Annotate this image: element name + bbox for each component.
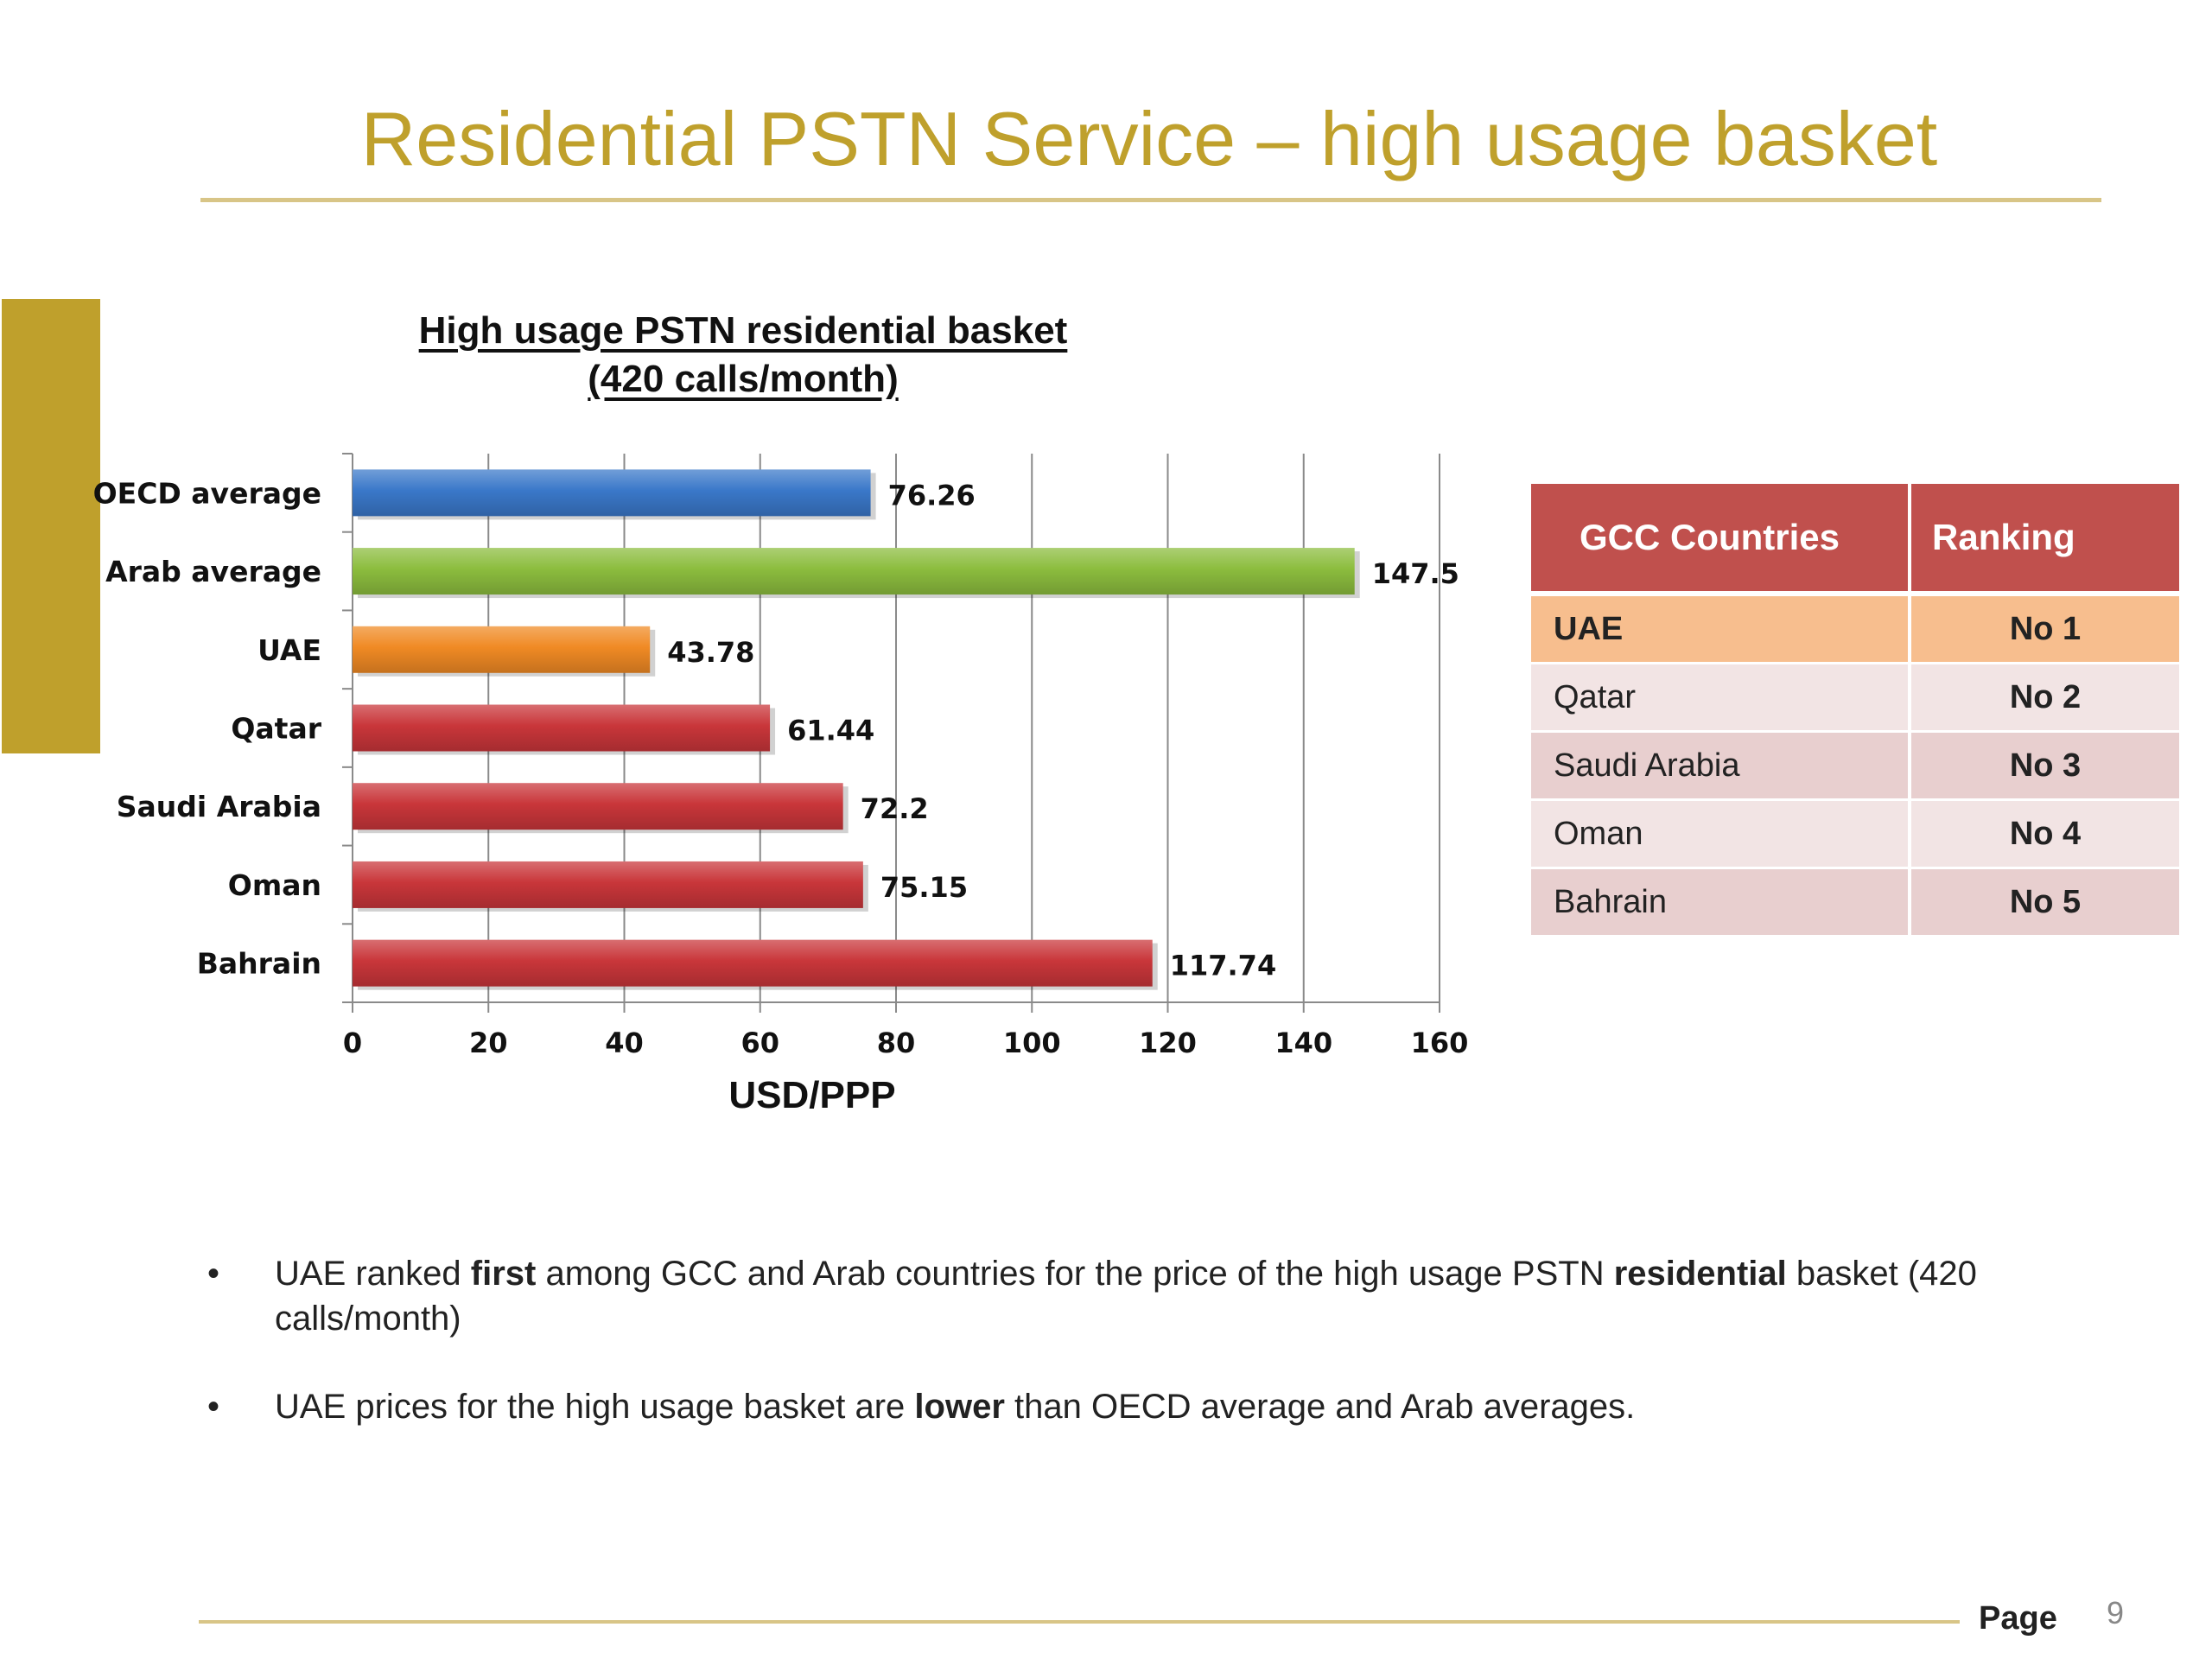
data-label: 75.15	[880, 871, 968, 904]
bar	[353, 861, 863, 908]
table-cell-country: UAE	[1531, 596, 1908, 664]
bar	[353, 783, 843, 830]
x-axis-title: USD/PPP	[728, 1074, 895, 1116]
data-label: 117.74	[1170, 950, 1276, 982]
table-row: UAE No 1	[1531, 596, 2179, 664]
bar	[353, 626, 651, 673]
category-label: OECD average	[93, 476, 321, 510]
table-row: Qatar No 2	[1531, 664, 2179, 733]
x-tick-label: 60	[741, 1027, 779, 1059]
bullet-emphasis: residential	[1613, 1255, 1787, 1293]
chart-title-line-2: (420 calls/month)	[588, 358, 899, 400]
ranking-table: GCC Countries Ranking UAE No 1 Qatar No …	[1531, 484, 2179, 938]
category-label: Bahrain	[197, 947, 321, 981]
x-tick-label: 120	[1139, 1027, 1197, 1059]
bullet-item: • UAE ranked first among GCC and Arab cou…	[200, 1251, 2127, 1341]
table-cell-rank: No 1	[1908, 596, 2179, 664]
bullet-list: • UAE ranked first among GCC and Arab cou…	[200, 1251, 2127, 1472]
table-cell-country: Saudi Arabia	[1531, 733, 1908, 801]
slide-title: Residential PSTN Service – high usage ba…	[360, 96, 1938, 181]
bullet-text: among GCC and Arab countries for the pri…	[536, 1255, 1614, 1293]
bullet-text: than OECD average and Arab averages.	[1004, 1388, 1636, 1426]
bar	[353, 704, 771, 752]
bullet-emphasis: first	[470, 1255, 537, 1293]
category-label: UAE	[257, 633, 321, 667]
header-ranking: Ranking	[1908, 484, 2179, 596]
x-tick-label: 20	[469, 1027, 508, 1059]
bullet-marker: •	[207, 1388, 220, 1426]
category-label: Arab average	[105, 555, 321, 588]
x-tick-label: 100	[1003, 1027, 1061, 1059]
bar	[353, 469, 871, 517]
bar	[353, 548, 1355, 595]
x-tick-label: 40	[605, 1027, 644, 1059]
bullet-item: • UAE prices for the high usage basket ar…	[200, 1384, 2127, 1429]
table-cell-country: Bahrain	[1531, 869, 1908, 938]
x-tick-label: 80	[877, 1027, 916, 1059]
table-cell-rank: No 3	[1908, 733, 2179, 801]
x-tick-label: 140	[1274, 1027, 1332, 1059]
bullet-emphasis: lower	[914, 1388, 1005, 1426]
table-header-row: GCC Countries Ranking	[1531, 484, 2179, 596]
x-tick-label: 160	[1411, 1027, 1469, 1059]
footer-page-label: Page	[1979, 1600, 2057, 1637]
bullet-text: basket (420 calls/month)	[275, 1255, 1977, 1338]
data-label: 43.78	[667, 636, 754, 669]
x-tick-label: 0	[343, 1027, 362, 1059]
bar	[353, 939, 1153, 987]
side-accent-bar	[2, 299, 100, 753]
data-label: 76.26	[888, 479, 976, 512]
table-cell-rank: No 2	[1908, 664, 2179, 733]
footer-divider	[199, 1620, 1960, 1624]
table-cell-country: Oman	[1531, 801, 1908, 869]
header-gcc-countries: GCC Countries	[1531, 484, 1908, 596]
chart-title: High usage PSTN residential basket (420 …	[302, 307, 1184, 404]
table-cell-rank: No 5	[1908, 869, 2179, 938]
category-label: Qatar	[231, 712, 321, 746]
category-label: Saudi Arabia	[117, 790, 321, 823]
table-row: Bahrain No 5	[1531, 869, 2179, 938]
title-divider	[200, 198, 2101, 202]
footer-page-number: 9	[2107, 1595, 2125, 1630]
bullet-text: UAE ranked	[275, 1255, 471, 1293]
table-cell-country: Qatar	[1531, 664, 1908, 733]
table-row: Oman No 4	[1531, 801, 2179, 869]
table-row: Saudi Arabia No 3	[1531, 733, 2179, 801]
bullet-text: UAE prices for the high usage basket are	[275, 1388, 915, 1426]
data-label: 72.2	[861, 792, 929, 825]
data-label: 147.5	[1372, 557, 1459, 590]
chart-title-line-1: High usage PSTN residential basket	[418, 309, 1068, 352]
bullet-marker: •	[207, 1255, 220, 1293]
data-label: 61.44	[787, 715, 874, 747]
table-cell-rank: No 4	[1908, 801, 2179, 869]
category-label: Oman	[228, 868, 321, 902]
bar-chart: 0 20 40 60 80 100 120 140 160 OECD average 76.26 Ar…	[93, 453, 1469, 1116]
